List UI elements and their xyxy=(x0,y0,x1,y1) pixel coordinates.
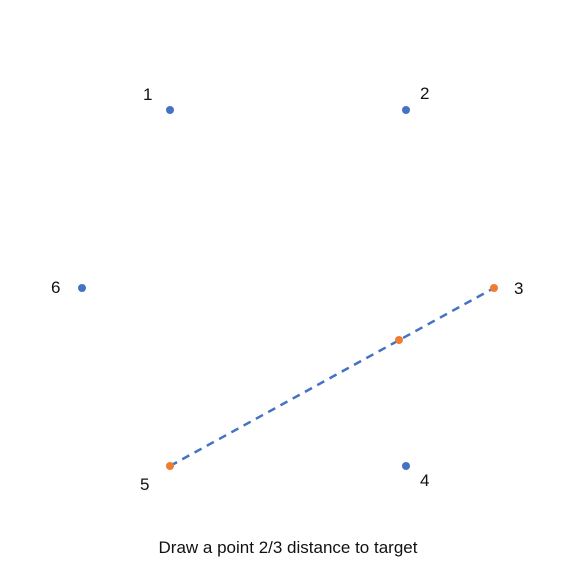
point-6-marker xyxy=(78,284,86,292)
intermediate-point-marker xyxy=(395,336,403,344)
diagram-caption: Draw a point 2/3 distance to target xyxy=(159,538,418,557)
point-6-label: 6 xyxy=(51,278,60,297)
point-1-marker xyxy=(166,106,174,114)
point-4-marker xyxy=(402,462,410,470)
point-3-marker xyxy=(490,284,498,292)
point-5-label: 5 xyxy=(140,475,149,494)
point-5-marker xyxy=(166,462,174,470)
point-2-label: 2 xyxy=(420,84,429,103)
point-1-label: 1 xyxy=(143,85,152,104)
dashed-connector-line xyxy=(169,286,495,468)
point-3-label: 3 xyxy=(514,279,523,298)
point-4-label: 4 xyxy=(420,471,429,490)
point-2-marker xyxy=(402,106,410,114)
